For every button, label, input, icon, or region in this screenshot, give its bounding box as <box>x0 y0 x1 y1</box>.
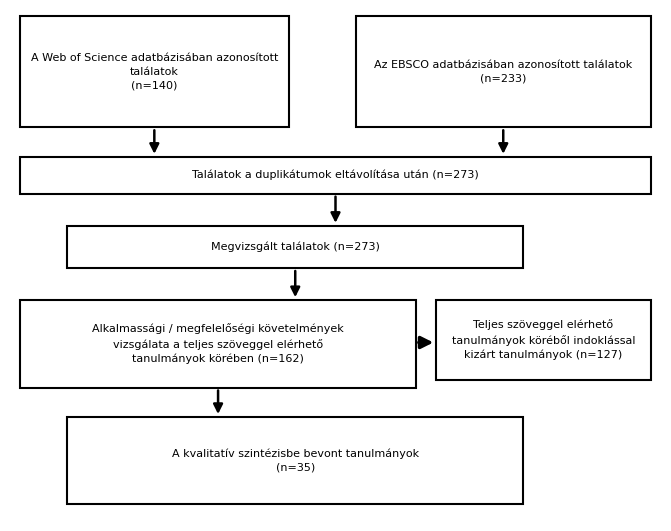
Text: Megvizsgált találatok (n=273): Megvizsgált találatok (n=273) <box>211 242 380 252</box>
FancyBboxPatch shape <box>20 16 289 127</box>
Text: Alkalmassági / megfelelőségi követelmények
vizsgálata a teljes szöveggel elérhet: Alkalmassági / megfelelőségi követelmény… <box>92 323 344 364</box>
Text: A kvalitatív szintézisbe bevont tanulmányok
(n=35): A kvalitatív szintézisbe bevont tanulmán… <box>172 448 419 473</box>
FancyBboxPatch shape <box>67 226 523 268</box>
FancyBboxPatch shape <box>436 300 651 380</box>
FancyBboxPatch shape <box>356 16 651 127</box>
Text: Az EBSCO adatbázisában azonosított találatok
(n=233): Az EBSCO adatbázisában azonosított talál… <box>374 59 632 84</box>
Text: Találatok a duplikátumok eltávolítása után (n=273): Találatok a duplikátumok eltávolítása ut… <box>192 170 479 181</box>
Text: A Web of Science adatbázisában azonosított
találatok
(n=140): A Web of Science adatbázisában azonosíto… <box>31 53 278 91</box>
Text: Teljes szöveggel elérhető
tanulmányok köréből indoklással
kizárt tanulmányok (n=: Teljes szöveggel elérhető tanulmányok kö… <box>452 319 635 361</box>
FancyBboxPatch shape <box>67 417 523 504</box>
FancyBboxPatch shape <box>20 157 651 194</box>
FancyBboxPatch shape <box>20 300 416 388</box>
